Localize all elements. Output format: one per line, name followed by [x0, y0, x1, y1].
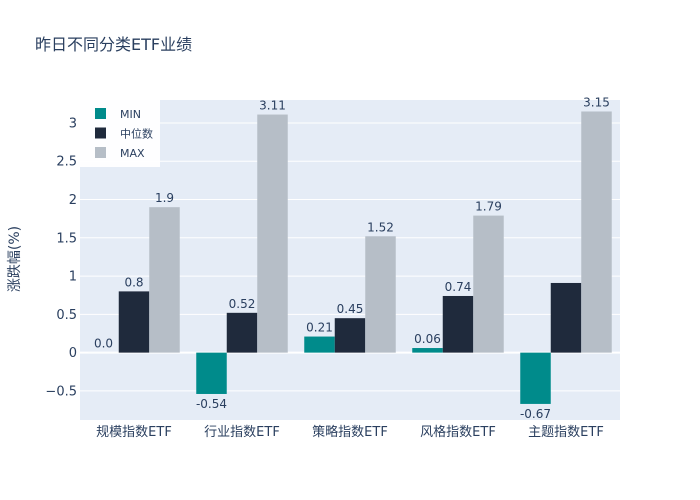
- data-label: 0.8: [124, 275, 143, 289]
- data-labels: 0.0 0.8 1.9 -0.54 0.52 3.11 0.21 0.45 1.52 0.06 0.…: [94, 95, 610, 420]
- y-axis-ticks: −0.5 0 0.5 1 1.5 2 2.5 3: [45, 116, 77, 399]
- bars: [88, 111, 612, 404]
- data-label: 0.06: [414, 332, 441, 346]
- x-tick-label: 行业指数ETF: [204, 425, 280, 440]
- data-label: 1.52: [367, 220, 394, 234]
- bar-中位数-策略指数ETF[interactable]: [334, 318, 366, 353]
- x-tick-label: 策略指数ETF: [312, 424, 388, 440]
- y-tick-label: 0.5: [56, 308, 77, 323]
- bar-MAX-主题指数ETF[interactable]: [581, 111, 612, 353]
- legend-box: [80, 100, 160, 167]
- y-tick-label: 2: [69, 193, 77, 208]
- data-label: 0.0: [94, 337, 113, 351]
- data-label: -0.54: [196, 397, 227, 411]
- bar-MAX-行业指数ETF[interactable]: [257, 114, 288, 353]
- legend-item[interactable]: 中位数: [120, 127, 153, 141]
- bar-中位数-主题指数ETF[interactable]: [550, 282, 582, 353]
- y-axis-title: 涨跌幅(%): [7, 226, 23, 292]
- y-tick-label: 2.5: [56, 155, 77, 170]
- bar-MAX-规模指数ETF[interactable]: [149, 207, 180, 353]
- x-axis-ticks: 规模指数ETF 行业指数ETF 策略指数ETF 风格指数ETF 主题指数ETF: [96, 424, 604, 440]
- bar-MIN-行业指数ETF[interactable]: [196, 352, 227, 394]
- data-label: 3.15: [583, 95, 610, 109]
- x-tick-label: 风格指数ETF: [420, 424, 496, 440]
- legend-swatch[interactable]: [95, 127, 106, 139]
- bar-MIN-风格指数ETF[interactable]: [412, 348, 443, 353]
- data-label: 3.11: [259, 99, 286, 113]
- bar-中位数-行业指数ETF[interactable]: [226, 312, 258, 353]
- data-label: 1.9: [155, 191, 174, 205]
- data-label: 1.79: [475, 200, 502, 214]
- legend[interactable]: MIN 中位数 MAX: [80, 100, 160, 167]
- y-tick-label: 3: [69, 116, 77, 131]
- x-tick-label: 规模指数ETF: [96, 425, 172, 440]
- data-label: -0.67: [520, 407, 551, 421]
- bar-中位数-风格指数ETF[interactable]: [442, 295, 474, 353]
- data-label: 0.45: [337, 302, 364, 316]
- x-tick-label: 主题指数ETF: [528, 425, 604, 440]
- legend-swatch[interactable]: [95, 108, 106, 119]
- data-label: 0.74: [445, 280, 472, 294]
- legend-item[interactable]: MAX: [120, 147, 145, 160]
- y-tick-label: 1: [69, 270, 77, 285]
- y-tick-label: 1.5: [56, 231, 77, 246]
- y-tick-label: 0: [69, 346, 77, 361]
- bar-中位数-规模指数ETF[interactable]: [118, 291, 150, 353]
- legend-swatch[interactable]: [95, 147, 106, 158]
- chart-title: 昨日不同分类ETF业绩: [35, 35, 192, 54]
- bar-MAX-风格指数ETF[interactable]: [473, 215, 504, 353]
- y-tick-label: −0.5: [45, 384, 77, 399]
- bar-MAX-策略指数ETF[interactable]: [365, 236, 396, 353]
- data-label: 0.21: [306, 321, 333, 335]
- bar-MIN-策略指数ETF[interactable]: [304, 336, 335, 353]
- legend-item[interactable]: MIN: [120, 108, 141, 121]
- bar-MIN-主题指数ETF[interactable]: [520, 352, 551, 404]
- data-label: 0.52: [229, 297, 256, 311]
